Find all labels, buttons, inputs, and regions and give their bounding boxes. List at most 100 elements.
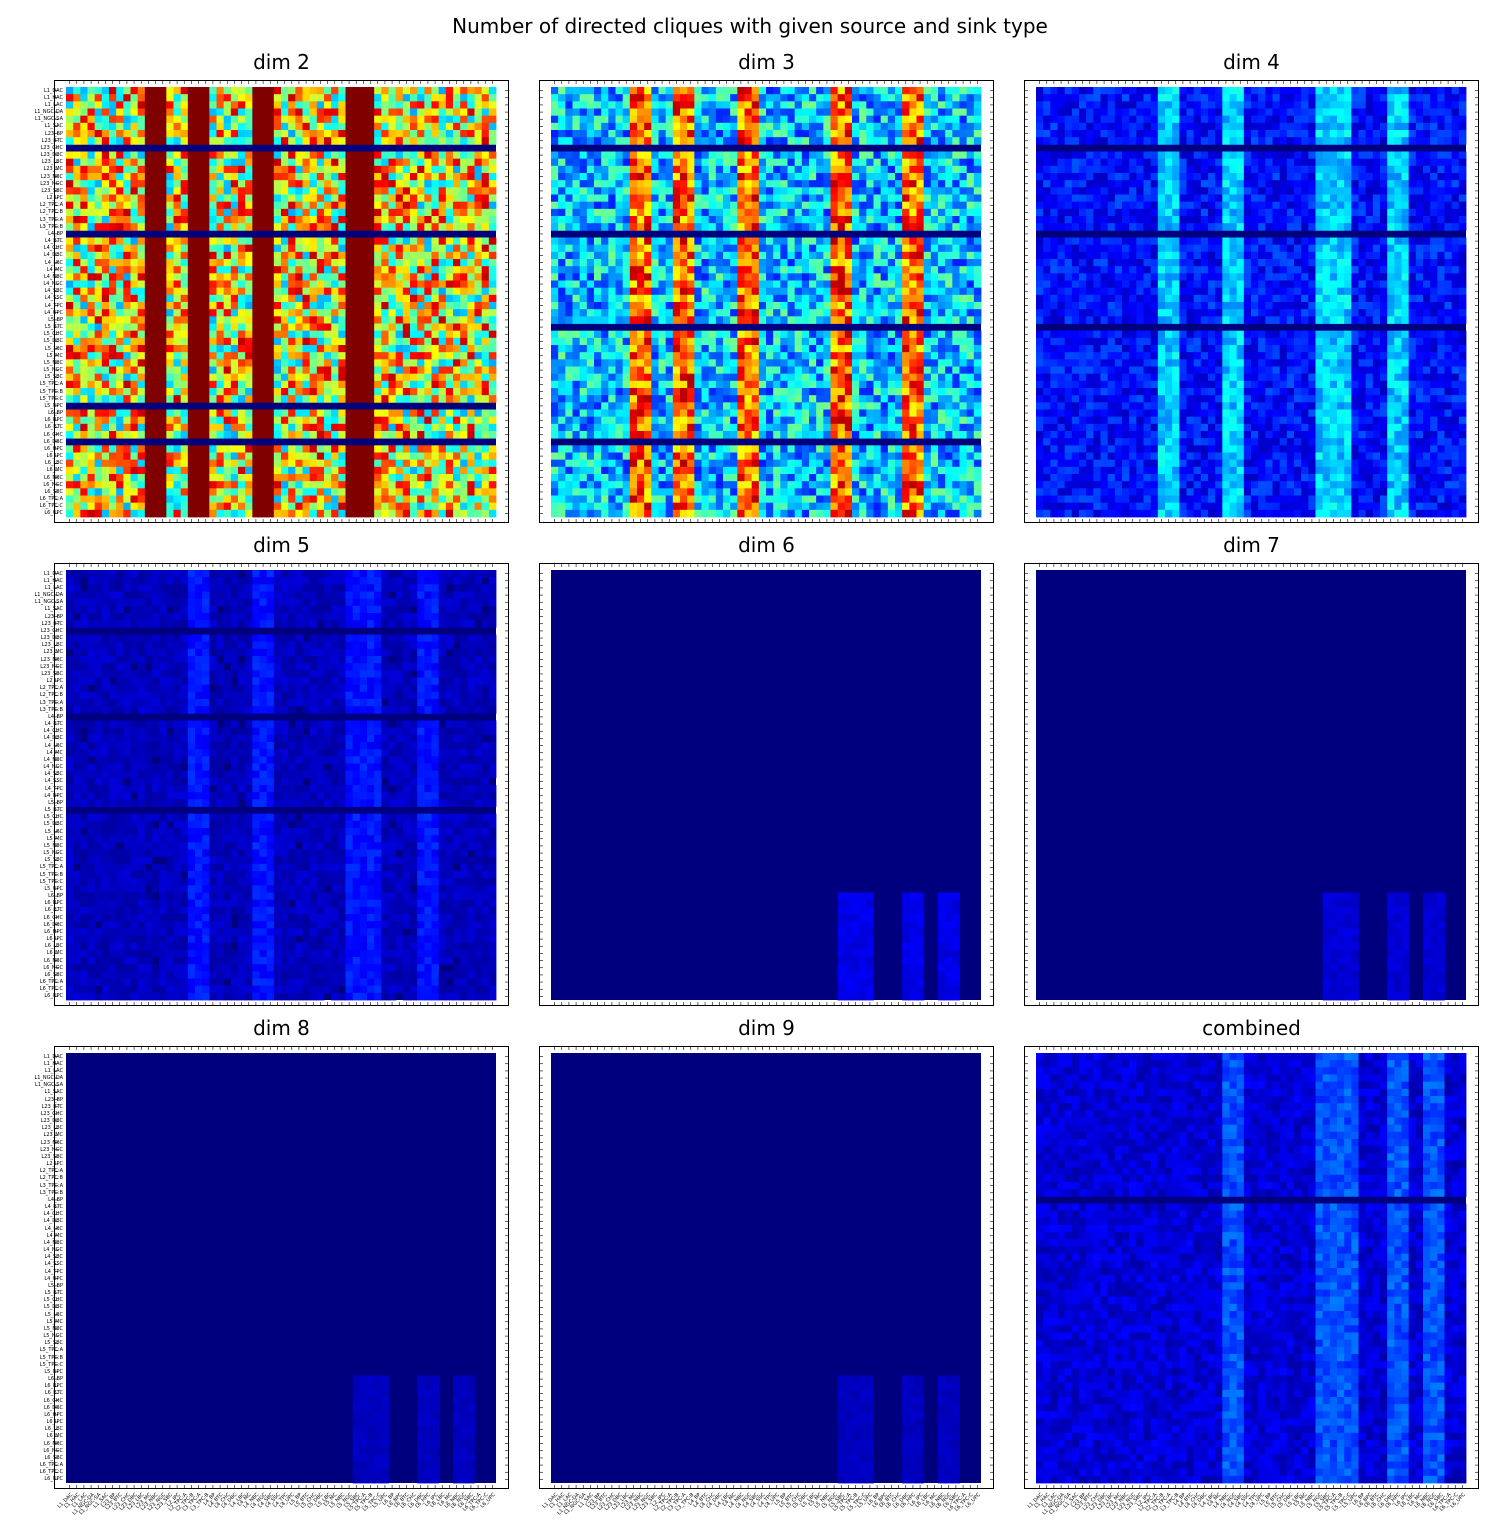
heatmap-cell [324, 94, 332, 102]
heatmap-cell [424, 495, 432, 504]
heatmap-cell [615, 87, 624, 95]
heatmap-cell [202, 459, 210, 468]
heatmap-cell [608, 223, 616, 231]
heatmap-cell [966, 201, 975, 210]
heatmap-cell [431, 337, 440, 346]
heatmap-cell [388, 237, 397, 246]
heatmap-cell [116, 273, 124, 281]
heatmap-cell [216, 330, 225, 339]
heatmap-cell [644, 194, 652, 203]
heatmap-cell [302, 459, 311, 468]
heatmap-cell [209, 302, 217, 310]
heatmap-cell [252, 287, 260, 296]
heatmap-cell [481, 316, 490, 324]
heatmap-cell [223, 201, 232, 210]
heatmap-cell [202, 266, 210, 274]
heatmap-cell [794, 115, 803, 124]
heatmap-cell [101, 130, 110, 138]
heatmap-cell [938, 223, 946, 231]
heatmap-cell [180, 330, 189, 339]
heatmap-cell [916, 94, 925, 102]
heatmap-cell [758, 122, 767, 131]
heatmap-cell [295, 158, 303, 167]
heatmap-cell [359, 216, 368, 224]
heatmap-cell [902, 180, 910, 188]
heatmap-cell [880, 122, 889, 131]
heatmap-cell [945, 115, 953, 124]
heatmap-cell [73, 151, 81, 160]
heatmap-cell [694, 187, 702, 195]
heatmap-cell [80, 216, 88, 224]
heatmap-cell [701, 237, 710, 246]
heatmap-cell [410, 431, 418, 439]
heatmap-cell [345, 259, 354, 267]
heatmap-cell [374, 366, 382, 375]
heatmap-cell [453, 151, 461, 160]
heatmap-cell [187, 151, 196, 160]
heatmap-cell [273, 337, 282, 346]
heatmap-cell [130, 187, 139, 195]
heatmap-cell [488, 481, 497, 489]
heatmap-cell [295, 309, 303, 317]
heatmap-cell [66, 180, 74, 188]
heatmap-cell [152, 459, 160, 468]
heatmap-cell [345, 388, 354, 396]
heatmap-cell [152, 251, 160, 260]
heatmap-cell [223, 208, 232, 217]
heatmap-cell [837, 137, 846, 145]
heatmap-cell [245, 273, 253, 281]
heatmap-cell [730, 237, 738, 246]
heatmap-cell [273, 345, 282, 353]
heatmap-cell [259, 366, 268, 375]
heatmap-cell [780, 208, 788, 217]
heatmap-cell [651, 180, 659, 188]
heatmap-cell [302, 94, 311, 102]
heatmap-cell [973, 216, 982, 224]
heatmap-cell [381, 359, 389, 367]
heatmap-cell [80, 115, 88, 124]
heatmap-cell [223, 165, 232, 174]
heatmap-cell [324, 223, 332, 231]
heatmap-cell [252, 266, 260, 274]
heatmap-cell [902, 158, 910, 167]
heatmap-cell [109, 165, 117, 174]
heatmap-cell [238, 459, 246, 468]
heatmap-cell [137, 165, 146, 174]
heatmap-cell [288, 130, 296, 138]
heatmap-cell [281, 137, 289, 145]
heatmap-cell [395, 352, 404, 360]
heatmap-cell [601, 130, 609, 138]
heatmap-cell [116, 237, 124, 246]
heatmap-cell [481, 94, 490, 102]
heatmap-cell [381, 158, 389, 167]
heatmap-cell [281, 115, 289, 124]
heatmap-cell [395, 94, 404, 102]
heatmap-cell [388, 251, 397, 260]
heatmap-cell [417, 194, 425, 203]
heatmap-cell [453, 380, 461, 389]
heatmap-cell [259, 130, 268, 138]
heatmap-cell [374, 352, 382, 360]
heatmap-cell [187, 294, 196, 303]
heatmap-cell [809, 108, 817, 117]
heatmap-cell [481, 187, 490, 195]
heatmap-cell [359, 495, 368, 504]
heatmap-cell [338, 380, 346, 389]
heatmap-cell [202, 280, 210, 289]
heatmap-cell [866, 251, 874, 260]
heatmap-cell [266, 459, 275, 468]
heatmap-cell [288, 187, 296, 195]
heatmap-cell [608, 87, 616, 95]
heatmap-cell [959, 180, 968, 188]
heatmap-cell [245, 509, 253, 518]
heatmap-cell [202, 352, 210, 360]
heatmap-cell [295, 223, 303, 231]
heatmap-cell [345, 187, 354, 195]
heatmap-cell [259, 345, 268, 353]
heatmap-cell [180, 481, 189, 489]
heatmap-cell [109, 345, 117, 353]
heatmap-cell [216, 244, 225, 253]
heatmap-cell [94, 87, 103, 95]
heatmap-cell [173, 373, 182, 382]
heatmap-cell [438, 366, 447, 375]
